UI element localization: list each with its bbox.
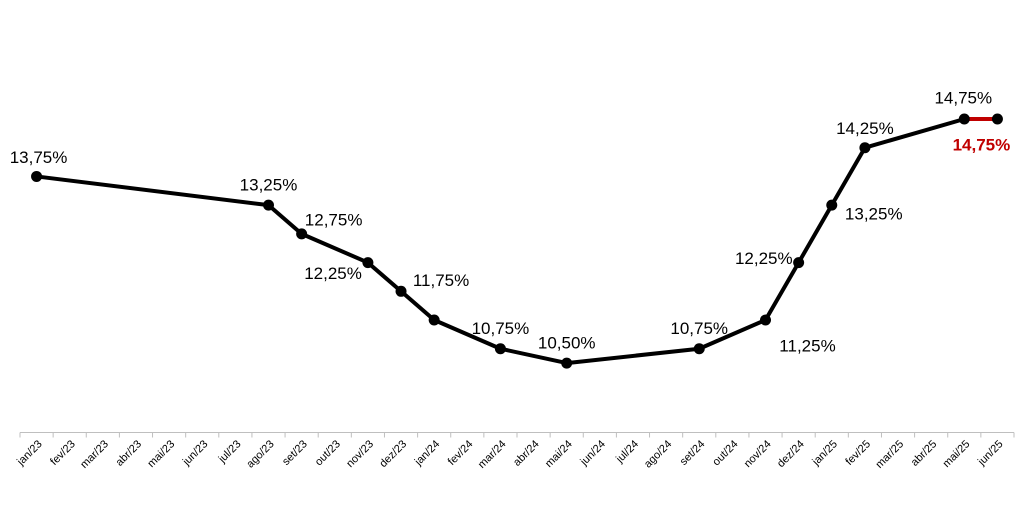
- x-tick-label: nov/23: [344, 438, 376, 470]
- x-tick-label: fev/23: [48, 438, 78, 468]
- x-tick-label: abr/25: [909, 438, 940, 469]
- data-point-mar-24: [494, 343, 506, 355]
- x-tick-label: mar/25: [874, 438, 907, 471]
- x-tick-label: set/24: [678, 438, 708, 468]
- x-tick-label: set/23: [280, 438, 310, 468]
- data-point-fev-25: [859, 142, 871, 154]
- x-tick-label: fev/24: [446, 438, 476, 468]
- x-tick-label: nov/24: [742, 438, 774, 470]
- x-tick-label: ago/23: [244, 438, 276, 470]
- data-points: [31, 113, 1003, 369]
- data-label-set-24: 10,75%: [670, 319, 728, 338]
- x-tick-label: jun/23: [180, 438, 210, 468]
- x-axis-ticks: [19, 432, 1015, 438]
- x-tick-label: dez/23: [377, 438, 409, 470]
- x-tick-label: abr/24: [511, 438, 542, 469]
- data-label-jan-25: 13,25%: [845, 205, 903, 224]
- data-point-dez-23: [395, 285, 407, 297]
- data-point-ago-23: [263, 199, 274, 211]
- data-labels: 13,75% 13,25% 12,75% 12,25% 11,75% 10,75% 10,5…: [10, 88, 1011, 355]
- x-tick-label: out/23: [313, 438, 343, 468]
- x-tick-label: mai/25: [941, 438, 973, 470]
- data-label-nov-24: 11,25%: [779, 336, 835, 355]
- data-label-set-23: 12,75%: [305, 210, 363, 229]
- x-tick-label: jan/25: [810, 438, 840, 468]
- data-point-dez-24: [793, 257, 805, 269]
- data-label-fev-25: 14,25%: [836, 119, 894, 138]
- x-tick-label: abr/23: [114, 438, 145, 469]
- data-label-mar-24: 10,75%: [472, 319, 530, 338]
- data-label-dez-24: 12,25%: [735, 249, 793, 268]
- data-label-mai-25: 14,75%: [934, 88, 992, 107]
- x-tick-label: jun/25: [975, 438, 1005, 468]
- data-point-nov-23: [362, 257, 374, 269]
- series-line: [36, 117, 998, 366]
- data-label-mai-24: 10,50%: [538, 334, 596, 353]
- x-tick-label: mai/23: [145, 438, 177, 470]
- x-axis-tick-labels: jan/23 fev/23 mar/23 abr/23 mai/23 jun/23 jul/…: [14, 438, 1005, 471]
- data-point-set-24: [693, 343, 705, 355]
- x-tick-label: jul/23: [216, 438, 244, 466]
- data-point-set-23: [296, 228, 308, 240]
- x-tick-label: out/24: [710, 438, 740, 468]
- x-tick-label: mar/24: [476, 438, 509, 471]
- x-tick-label: jan/24: [412, 438, 442, 468]
- x-tick-label: jan/23: [14, 438, 44, 468]
- data-point-jan-25: [826, 199, 838, 211]
- data-point-nov-24: [760, 314, 771, 326]
- x-tick-label: jun/24: [578, 438, 608, 468]
- data-label-nov-23: 12,25%: [304, 264, 362, 283]
- data-point-jun-25: [991, 113, 1003, 125]
- data-label-jun-25: 14,75%: [953, 135, 1011, 154]
- x-tick-label: dez/24: [775, 438, 807, 470]
- data-point-mai-25: [958, 113, 970, 125]
- x-tick-label: jul/24: [613, 438, 641, 466]
- data-label-ago-23: 13,25%: [240, 176, 298, 195]
- x-tick-label: ago/24: [642, 438, 674, 470]
- data-point-mai-24: [561, 357, 573, 369]
- data-label-dez-23: 11,75%: [413, 271, 469, 290]
- data-label-jan-23: 13,75%: [10, 148, 68, 167]
- x-tick-label: fev/25: [843, 438, 873, 468]
- data-point-jan-24: [428, 314, 440, 326]
- series-path: [36, 117, 965, 366]
- x-tick-label: mai/24: [543, 438, 575, 470]
- x-tick-label: mar/23: [78, 438, 111, 471]
- data-point-jan-23: [31, 170, 43, 182]
